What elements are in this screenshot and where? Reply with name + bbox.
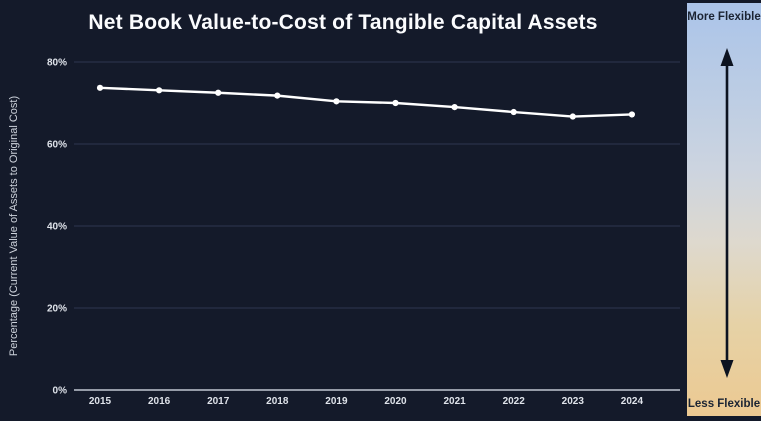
x-tick-label: 2018 bbox=[266, 396, 289, 407]
data-point bbox=[274, 92, 281, 99]
x-tick-label: 2016 bbox=[148, 396, 171, 407]
x-tick-label: 2022 bbox=[503, 396, 526, 407]
x-tick-label: 2019 bbox=[325, 396, 348, 407]
y-axis-title: Percentage (Current Value of Assets to O… bbox=[8, 96, 20, 356]
y-tick-label: 0% bbox=[53, 386, 68, 397]
line-chart: 0% 20% 40% 60% 80% 2015 2016 2017 2018 2019 2020 20… bbox=[8, 58, 680, 407]
data-point bbox=[451, 104, 458, 111]
x-tick-label: 2017 bbox=[207, 396, 230, 407]
flexibility-scale-panel: More Flexible Less Flexible bbox=[687, 3, 761, 416]
x-tick-label: 2021 bbox=[443, 396, 466, 407]
data-point bbox=[510, 108, 517, 116]
data-point bbox=[628, 111, 636, 118]
x-tick-label: 2020 bbox=[384, 396, 407, 407]
trend-line bbox=[98, 86, 634, 118]
x-tick-label: 2024 bbox=[621, 396, 644, 407]
data-point bbox=[569, 113, 576, 120]
chart-title: Net Book Value-to-Cost of Tangible Capit… bbox=[88, 11, 598, 34]
more-flexible-label: More Flexible bbox=[687, 11, 761, 23]
x-tick-label: 2015 bbox=[89, 396, 112, 407]
data-point bbox=[156, 87, 163, 94]
y-tick-label: 80% bbox=[47, 58, 67, 69]
data-point bbox=[333, 98, 340, 105]
data-point bbox=[215, 89, 222, 96]
x-tick-label: 2023 bbox=[562, 396, 585, 407]
y-tick-label: 40% bbox=[47, 222, 67, 233]
y-tick-label: 20% bbox=[47, 304, 67, 315]
data-point bbox=[392, 99, 399, 107]
less-flexible-label: Less Flexible bbox=[687, 397, 761, 410]
y-tick-label: 60% bbox=[47, 140, 67, 151]
data-point bbox=[96, 84, 104, 91]
flexibility-arrow-icon bbox=[720, 48, 734, 378]
